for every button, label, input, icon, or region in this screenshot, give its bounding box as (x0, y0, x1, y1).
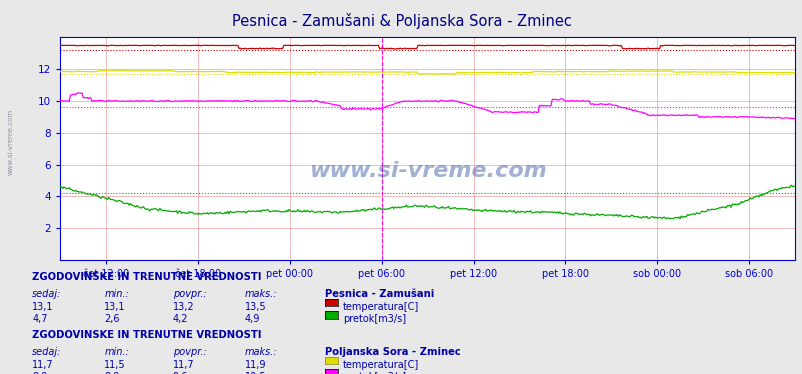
Text: temperatura[C]: temperatura[C] (342, 302, 419, 312)
Text: www.si-vreme.com: www.si-vreme.com (308, 161, 546, 181)
Text: 13,5: 13,5 (245, 302, 266, 312)
Text: pretok[m3/s]: pretok[m3/s] (342, 372, 406, 374)
Text: www.si-vreme.com: www.si-vreme.com (7, 109, 14, 175)
Text: Pesnica - Zamušani: Pesnica - Zamušani (325, 289, 434, 299)
Text: 13,1: 13,1 (32, 302, 54, 312)
Text: ZGODOVINSKE IN TRENUTNE VREDNOSTI: ZGODOVINSKE IN TRENUTNE VREDNOSTI (32, 330, 261, 340)
Text: sedaj:: sedaj: (32, 289, 62, 299)
Text: 2,6: 2,6 (104, 314, 119, 324)
Text: 10,5: 10,5 (245, 372, 266, 374)
Text: povpr.:: povpr.: (172, 289, 206, 299)
Text: min.:: min.: (104, 289, 129, 299)
Text: 11,9: 11,9 (245, 360, 266, 370)
Text: 4,7: 4,7 (32, 314, 47, 324)
Text: maks.:: maks.: (245, 289, 277, 299)
Text: 4,2: 4,2 (172, 314, 188, 324)
Text: Poljanska Sora - Zminec: Poljanska Sora - Zminec (325, 347, 460, 357)
Text: 8,9: 8,9 (32, 372, 47, 374)
Text: povpr.:: povpr.: (172, 347, 206, 357)
Text: min.:: min.: (104, 347, 129, 357)
Text: 11,5: 11,5 (104, 360, 126, 370)
Text: 4,9: 4,9 (245, 314, 260, 324)
Text: ZGODOVINSKE IN TRENUTNE VREDNOSTI: ZGODOVINSKE IN TRENUTNE VREDNOSTI (32, 272, 261, 282)
Text: 11,7: 11,7 (32, 360, 54, 370)
Text: 13,2: 13,2 (172, 302, 194, 312)
Text: temperatura[C]: temperatura[C] (342, 360, 419, 370)
Text: pretok[m3/s]: pretok[m3/s] (342, 314, 406, 324)
Text: Pesnica - Zamušani & Poljanska Sora - Zminec: Pesnica - Zamušani & Poljanska Sora - Zm… (231, 13, 571, 29)
Text: 11,7: 11,7 (172, 360, 194, 370)
Text: sedaj:: sedaj: (32, 347, 62, 357)
Text: maks.:: maks.: (245, 347, 277, 357)
Text: 13,1: 13,1 (104, 302, 126, 312)
Text: 8,9: 8,9 (104, 372, 119, 374)
Text: 9,6: 9,6 (172, 372, 188, 374)
